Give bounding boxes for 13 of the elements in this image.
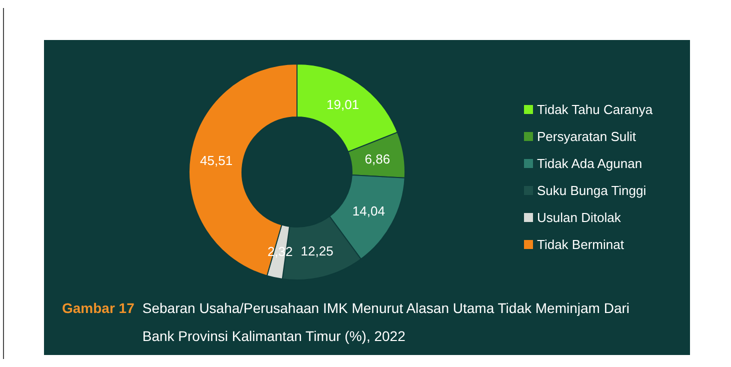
legend-label: Suku Bunga Tinggi xyxy=(537,183,646,198)
data-label: 12,25 xyxy=(300,243,334,258)
text: Gambar 17 xyxy=(62,299,134,318)
legend-label: Persyaratan Sulit xyxy=(537,129,636,144)
legend-label: Tidak Ada Agunan xyxy=(537,156,642,171)
legend-label: Tidak Tahu Caranya xyxy=(537,102,653,117)
legend-label: Usulan Ditolak xyxy=(537,210,621,225)
data-label: 6,86 xyxy=(364,151,390,166)
legend-label: Tidak Berminat xyxy=(537,237,624,252)
text: Sebaran Usaha/Perusahaan IMK Menurut Alasan Utama Tidak Meminjam Dari Bank Provinsi Kalimantan Timur (%), 2022 xyxy=(142,299,630,346)
data-label: 45,51 xyxy=(200,153,233,168)
data-label: 14,04 xyxy=(352,203,385,218)
data-label: 19,01 xyxy=(326,97,360,112)
